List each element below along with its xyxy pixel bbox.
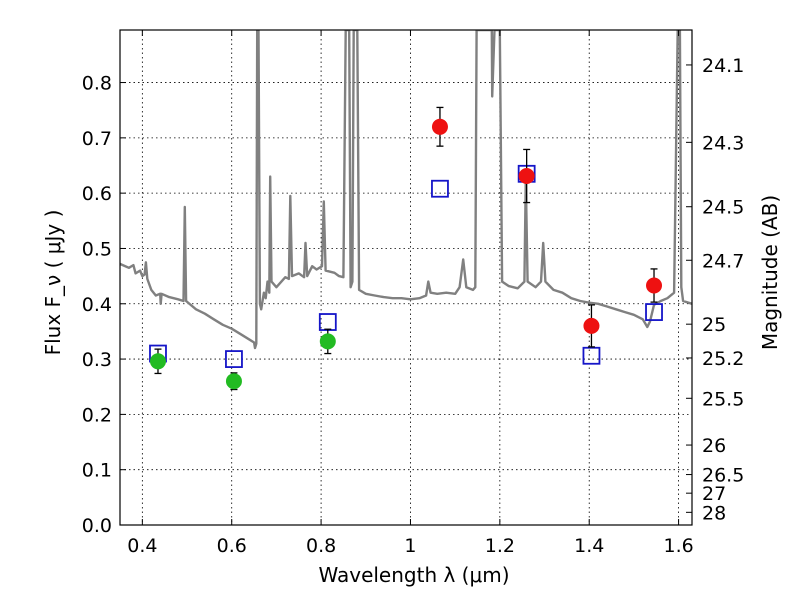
y-tick-label: 0.1: [82, 460, 112, 482]
observed-point: [319, 333, 336, 350]
y2-tick-label: 25.2: [702, 348, 744, 370]
model-photometry-square: [645, 303, 663, 321]
y2-tick-label: 27: [702, 483, 726, 505]
y2-axis-label-text: Magnitude (AB): [758, 195, 782, 350]
y-axis-label: Flux F_ν ( μJy ): [41, 210, 65, 356]
ticks: 0.4 0.6 0.8 1 1.2 1.4 1.6 0.0 0.1 0.2 0.3 0.4 0.5 0.6…: [82, 30, 744, 557]
marker-layer: [149, 106, 663, 391]
observed-point: [431, 118, 448, 135]
x-tick-label: 0.8: [306, 535, 336, 557]
observed-point: [225, 373, 242, 390]
x-axis-label: Wavelength λ (μm): [318, 563, 509, 587]
y-tick-label: 0.7: [82, 128, 112, 150]
y-tick-label: 0.8: [82, 73, 112, 95]
x-tick-label: 1: [404, 535, 416, 557]
y2-tick-label: 24.7: [702, 250, 744, 272]
observed-point: [518, 168, 535, 185]
y-tick-label: 0.3: [82, 349, 112, 371]
observed-point: [583, 317, 600, 334]
y2-tick-label: 25.5: [702, 388, 744, 410]
x-tick-label: 0.4: [127, 535, 157, 557]
model-photometry-square: [431, 179, 449, 198]
y2-tick-label: 25: [702, 314, 726, 336]
model-photometry-square: [318, 313, 337, 331]
y2-tick-label: 28: [702, 502, 726, 524]
y2-tick-label: 24.5: [702, 197, 744, 219]
y2-tick-label: 24.3: [702, 132, 744, 154]
x-tick-label: 1.6: [663, 535, 693, 557]
y-tick-label: 0.0: [82, 515, 112, 537]
observed-point: [646, 277, 663, 294]
x-axis-label-text: Wavelength λ (μm): [318, 563, 509, 587]
y-tick-label: 0.6: [82, 183, 112, 205]
spectrum-layer: [120, 30, 692, 350]
x-tick-label: 1.2: [485, 535, 515, 557]
x-tick-label: 1.4: [574, 535, 604, 557]
model-photometry-square: [225, 350, 243, 368]
y-axis-label-text: Flux F_ν ( μJy ): [41, 210, 65, 356]
spectrum-line: [120, 30, 692, 350]
model-photometry-square: [582, 346, 601, 365]
y-tick-label: 0.4: [82, 294, 112, 316]
y2-tick-label: 26.5: [702, 465, 744, 487]
grid: [120, 30, 692, 526]
plot-area: [119, 29, 693, 526]
y-tick-label: 0.5: [82, 238, 112, 260]
y2-tick-label: 26: [702, 435, 726, 457]
y2-tick-label: 24.1: [702, 55, 744, 77]
x-tick-label: 0.6: [217, 535, 247, 557]
observed-point: [149, 353, 166, 370]
y2-axis-label: Magnitude (AB): [758, 195, 782, 350]
y-tick-label: 0.2: [82, 404, 112, 426]
